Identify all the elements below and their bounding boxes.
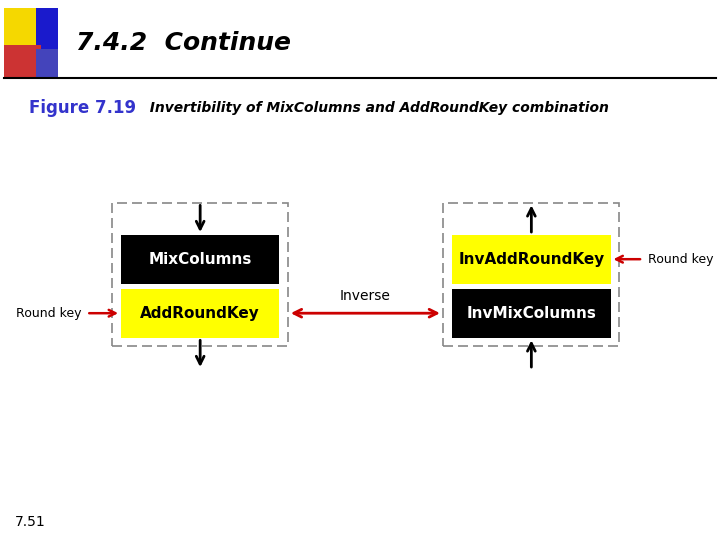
Text: 7.51: 7.51 — [14, 515, 45, 529]
Bar — [112, 202, 288, 346]
Text: AddRoundKey: AddRoundKey — [140, 306, 260, 321]
Text: Figure 7.19: Figure 7.19 — [29, 99, 136, 117]
Bar — [452, 289, 611, 338]
Bar — [36, 8, 58, 70]
Text: Round key: Round key — [16, 307, 81, 320]
Text: InvMixColumns: InvMixColumns — [467, 306, 596, 321]
Text: InvAddRoundKey: InvAddRoundKey — [458, 252, 605, 267]
Text: Round key: Round key — [648, 253, 714, 266]
Text: Invertibility of MixColumns and AddRoundKey combination: Invertibility of MixColumns and AddRound… — [140, 101, 609, 115]
Bar — [452, 235, 611, 284]
Text: 7.4.2  Continue: 7.4.2 Continue — [76, 31, 291, 55]
Text: Inverse: Inverse — [340, 289, 390, 303]
Bar — [121, 235, 279, 284]
Bar — [36, 49, 58, 78]
Text: MixColumns: MixColumns — [148, 252, 252, 267]
Bar — [4, 8, 50, 65]
Bar — [121, 289, 279, 338]
Bar — [443, 202, 619, 346]
Bar — [4, 45, 41, 78]
